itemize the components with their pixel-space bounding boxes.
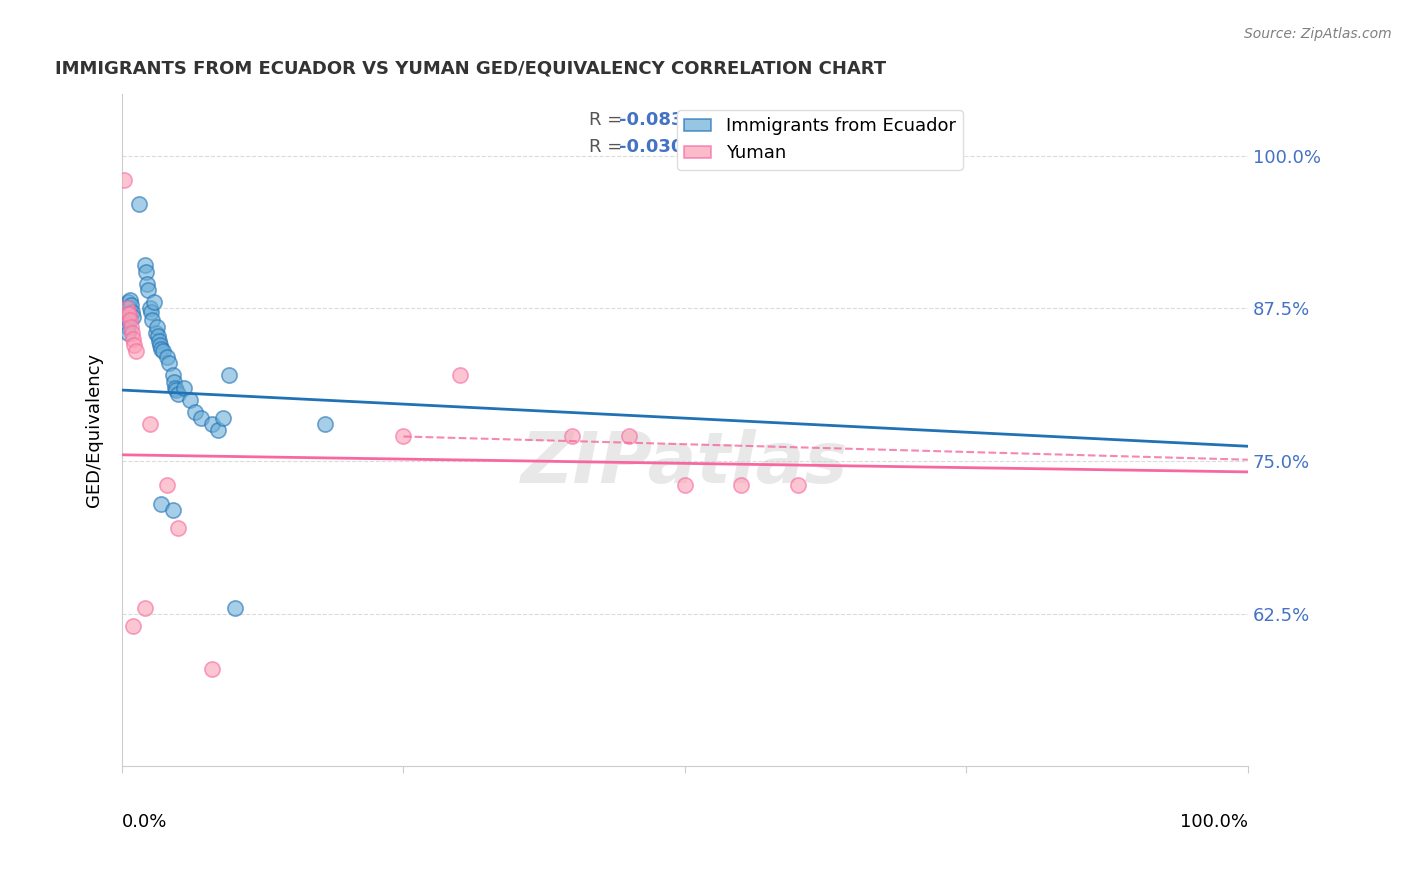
Point: [201, 417, 224, 432]
Point: [156, 350, 179, 364]
Point: [117, 301, 139, 316]
Point: [561, 429, 583, 443]
Point: [146, 319, 169, 334]
Legend: Immigrants from Ecuador, Yuman: Immigrants from Ecuador, Yuman: [678, 111, 963, 169]
Text: 100.0%: 100.0%: [1180, 814, 1249, 831]
Text: 23: 23: [724, 137, 749, 155]
Point: [162, 503, 184, 517]
Point: [163, 381, 186, 395]
Point: [136, 283, 159, 297]
Point: [141, 313, 163, 327]
Point: [142, 295, 165, 310]
Point: [124, 338, 146, 352]
Point: [122, 619, 145, 633]
Text: N =: N =: [699, 137, 738, 155]
Point: [157, 356, 180, 370]
Point: [134, 259, 156, 273]
Text: ZIPatlas: ZIPatlas: [522, 429, 849, 499]
Point: [117, 326, 139, 340]
Point: [139, 301, 162, 316]
Point: [141, 305, 163, 319]
Text: IMMIGRANTS FROM ECUADOR VS YUMAN GED/EQUIVALENCY CORRELATION CHART: IMMIGRANTS FROM ECUADOR VS YUMAN GED/EQU…: [55, 60, 886, 78]
Point: [139, 417, 162, 432]
Point: [167, 386, 190, 401]
Point: [173, 381, 195, 395]
Text: Source: ZipAtlas.com: Source: ZipAtlas.com: [1244, 27, 1392, 41]
Point: [392, 429, 415, 443]
Point: [165, 383, 187, 397]
Point: [134, 600, 156, 615]
Point: [314, 417, 336, 432]
Point: [135, 277, 157, 291]
Point: [190, 411, 212, 425]
Point: [148, 334, 170, 349]
Point: [121, 326, 143, 340]
Point: [128, 197, 150, 211]
Point: [117, 313, 139, 327]
Point: [150, 342, 173, 356]
Point: [730, 478, 752, 492]
Point: [118, 301, 141, 316]
Text: -0.030: -0.030: [619, 137, 683, 155]
Point: [112, 173, 135, 187]
Point: [115, 301, 138, 316]
Point: [118, 307, 141, 321]
Text: 0.0%: 0.0%: [122, 814, 167, 831]
Point: [212, 411, 235, 425]
Point: [179, 392, 201, 407]
Text: -0.083: -0.083: [619, 111, 683, 128]
Text: 47: 47: [724, 111, 749, 128]
Point: [117, 307, 139, 321]
Text: R =: R =: [589, 137, 628, 155]
Point: [146, 329, 169, 343]
Point: [122, 310, 145, 324]
Point: [184, 405, 207, 419]
Point: [201, 662, 224, 676]
Point: [120, 319, 142, 334]
Point: [117, 307, 139, 321]
Point: [120, 297, 142, 311]
Point: [117, 295, 139, 310]
Point: [163, 375, 186, 389]
Point: [207, 423, 229, 437]
Point: [122, 332, 145, 346]
Point: [118, 293, 141, 307]
Point: [145, 326, 167, 340]
Point: [167, 521, 190, 535]
Text: N =: N =: [699, 111, 738, 128]
Point: [121, 305, 143, 319]
Text: R =: R =: [589, 111, 628, 128]
Point: [152, 343, 174, 358]
Point: [118, 313, 141, 327]
Point: [156, 478, 179, 492]
Point: [218, 368, 240, 383]
Point: [786, 478, 808, 492]
Point: [135, 264, 157, 278]
Point: [117, 319, 139, 334]
Point: [617, 429, 640, 443]
Point: [224, 600, 246, 615]
Point: [449, 368, 471, 383]
Point: [150, 497, 173, 511]
Point: [673, 478, 696, 492]
Point: [149, 338, 172, 352]
Point: [162, 368, 184, 383]
Y-axis label: GED/Equivalency: GED/Equivalency: [86, 353, 103, 508]
Point: [124, 343, 146, 358]
